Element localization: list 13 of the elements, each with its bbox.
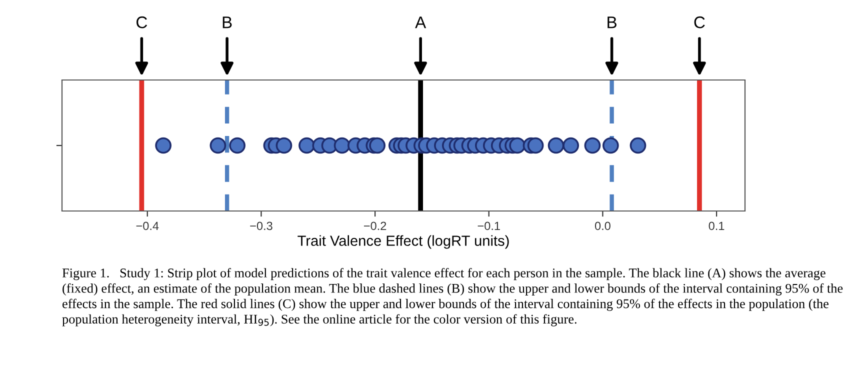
caption: Figure 1. Study 1: Strip plot of model predictions of the trait valence effect for each person in the sample. The black line (A) shows the average (fixed) effect, an estimate of the population mean. The blue dashed lines (B) show the upper and lower bounds of the interval containing 95% of the effects in the sample. The red solid lines (C) show the upper and lower bounds of the interval containing 95% of the effects in the population (the population heterogeneity interval, HI$_{95}$). See the online article for the color version of this figure. — [62, 268, 843, 326]
x-tick-label: −0.1 — [478, 222, 500, 230]
ref-line-label: A — [415, 16, 426, 28]
ref-line-label: C — [694, 16, 705, 28]
x-axis-title: Trait Valence Effect (logRT units) — [298, 235, 509, 249]
x-tick-label: −0.4 — [136, 222, 159, 230]
ref-line-label: C — [136, 16, 148, 28]
x-tick-label: 0.0 — [594, 222, 610, 230]
x-tick-label: −0.2 — [364, 222, 386, 230]
ref-line-label: B — [608, 16, 616, 28]
ref-line-label: B — [222, 16, 232, 28]
x-tick-label: −0.3 — [250, 222, 272, 230]
x-tick-label: 0.1 — [708, 222, 724, 230]
